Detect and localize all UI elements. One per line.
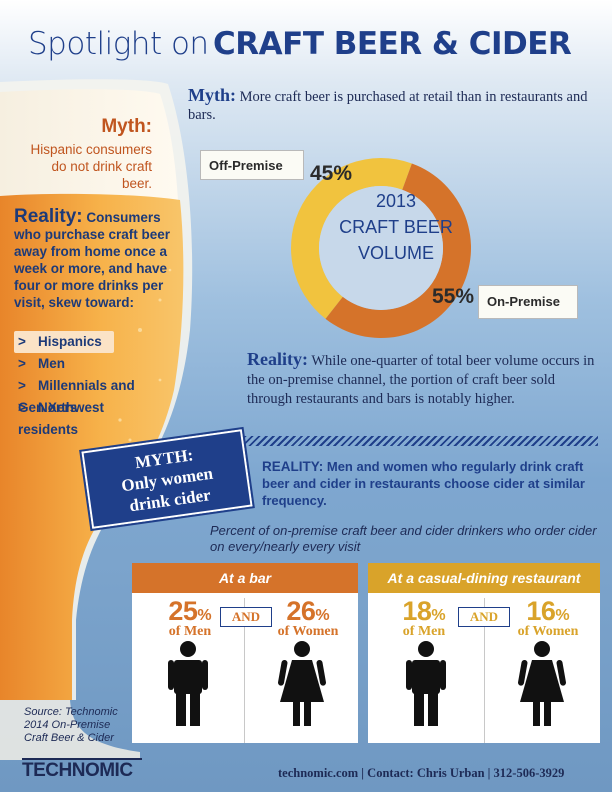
- source-note: Source: Technomic 2014 On-Premise Craft …: [24, 706, 124, 745]
- man-icon: [168, 641, 208, 726]
- left-reality-bullets: > Hispanics > Men > Millennials and Gen Xer…: [14, 331, 164, 437]
- stats-caption: Percent of on-premise craft beer and cid…: [210, 523, 597, 554]
- source-line: 2014 On-Premise: [24, 719, 111, 731]
- card-divider: [484, 598, 485, 743]
- list-item: > Hispanics: [14, 331, 114, 353]
- left-myth-body: Hispanic consumers do not drink craft be…: [30, 142, 152, 191]
- mid-reality-heading: REALITY:: [262, 459, 324, 474]
- craft-beer-volume-donut: [291, 158, 471, 339]
- woman-icon: [278, 641, 326, 726]
- card-divider: [244, 598, 245, 743]
- donut-slice-off-premise: [291, 158, 412, 319]
- stat-bar-women: 26% of Women: [277, 596, 339, 639]
- left-reality-body: Consumers who purchase craft beer away f…: [14, 210, 171, 310]
- top-reality-body: While one-quarter of total beer volume o…: [247, 353, 595, 407]
- logo-rule: [22, 758, 142, 760]
- top-reality-heading: Reality:: [247, 349, 308, 369]
- legend-on-premise: On-Premise: [478, 285, 578, 319]
- top-myth-body: More craft beer is purchased at retail t…: [188, 89, 588, 123]
- title-light: Spotlight on: [28, 26, 209, 62]
- top-myth-block: Myth: More craft beer is purchased at re…: [188, 86, 588, 124]
- stat-bar-men: 25% of Men: [168, 596, 212, 639]
- legend-off-premise: Off-Premise: [200, 150, 304, 180]
- top-reality-block: Reality: While one-quarter of total beer…: [247, 350, 597, 409]
- technomic-logo: TECHNOMIC: [22, 760, 133, 781]
- source-line: Craft Beer & Cider: [24, 732, 114, 744]
- donut-hole: [319, 186, 443, 310]
- mid-reality-body: Men and women who regularly drink craft …: [262, 459, 585, 508]
- list-item: > Millennials and Gen Xers: [18, 378, 135, 415]
- bar-group-heading: At a bar: [132, 563, 358, 593]
- title-bold: CRAFT BEER & CIDER: [213, 26, 572, 62]
- donut-center-line: CRAFT BEER: [339, 217, 453, 237]
- and-badge: AND: [220, 607, 272, 627]
- donut-center-label: 2013 CRAFT BEER VOLUME: [336, 188, 456, 266]
- and-badge: AND: [458, 607, 510, 627]
- bar-group-card: [132, 563, 358, 743]
- left-myth-heading: Myth:: [101, 116, 152, 137]
- donut-center-line: 2013: [375, 191, 417, 211]
- data-label-off-premise: 45%: [310, 162, 353, 185]
- list-item: > Northwest residents: [18, 400, 105, 437]
- left-reality-block: Reality: Consumers who purchase craft be…: [14, 206, 184, 311]
- left-reality-heading: Reality:: [14, 206, 83, 227]
- man-icon: [406, 641, 446, 726]
- hatched-divider: [244, 436, 598, 446]
- donut-center-line: VOLUME: [357, 243, 435, 263]
- stat-restaurant-women: 16% of Women: [517, 596, 579, 639]
- footer-contact: technomic.com | Contact: Chris Urban | 3…: [278, 766, 565, 780]
- restaurant-group-heading: At a casual-dining restaurant: [368, 563, 600, 593]
- list-item: > Men: [18, 356, 65, 371]
- source-line: Source: Technomic: [24, 706, 118, 718]
- donut-slice-on-premise: [325, 163, 471, 339]
- page-title: Spotlight on CRAFT BEER & CIDER: [28, 26, 572, 62]
- woman-icon: [518, 641, 566, 726]
- data-label-on-premise: 55%: [432, 285, 475, 308]
- stat-restaurant-men: 18% of Men: [402, 596, 446, 639]
- top-myth-heading: Myth:: [188, 85, 236, 105]
- mid-reality-block: REALITY: Men and women who regularly dri…: [262, 458, 602, 509]
- left-myth-block: Myth: Hispanic consumers do not drink cr…: [18, 116, 152, 192]
